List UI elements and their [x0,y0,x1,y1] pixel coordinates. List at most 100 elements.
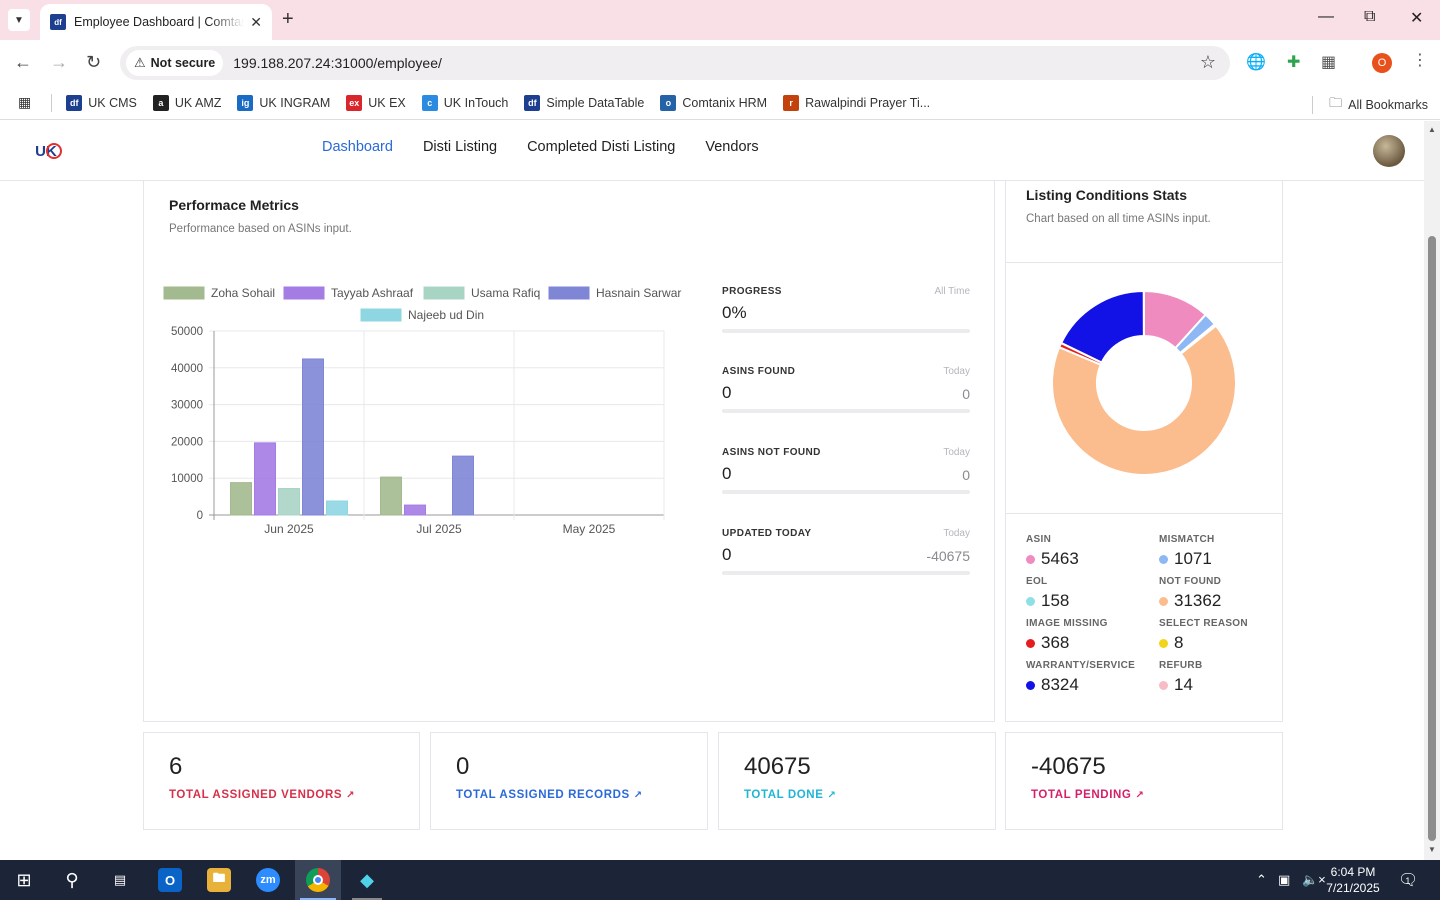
bar[interactable] [230,482,252,516]
donut-slice[interactable] [1051,324,1237,476]
legend-dot [1159,554,1168,564]
bookmark-item[interactable]: df UK CMS [66,94,137,111]
bookmark-item[interactable]: c UK InTouch [421,94,508,111]
bookmark-item[interactable]: o Comtanix HRM [660,94,767,111]
tray-chevron-up-icon[interactable]: ⌃ [1256,872,1267,887]
forward-arrow-icon[interactable]: → [50,52,68,72]
legend-label[interactable]: Tayyab Ashraaf [331,286,414,300]
notifications-icon[interactable]: 🗨1 [1398,872,1419,889]
legend-swatch[interactable] [163,286,205,300]
volume-muted-icon[interactable]: 🔈× [1302,872,1326,887]
nav-dashboard[interactable]: Dashboard [322,139,393,155]
site-security-chip[interactable]: ⚠ Not secure [126,50,224,76]
zoom-icon[interactable]: zm [256,868,280,892]
listing-donut-panel [1005,262,1283,514]
task-view-icon[interactable]: ▤ [113,872,127,887]
legend-label[interactable]: Hasnain Sarwar [596,286,681,300]
extension-plus-icon[interactable]: ✚ [1287,54,1301,71]
restore-window-icon[interactable]: ⧉ [1364,8,1376,25]
network-icon[interactable]: ▣ [1278,872,1291,887]
main-menu: Dashboard Disti Listing Completed Disti … [322,139,759,155]
scroll-down-arrow-icon[interactable]: ▼ [1428,845,1436,854]
search-icon[interactable]: ⚲ [65,869,79,890]
user-avatar[interactable] [1373,135,1405,167]
bookmark-item[interactable]: df Simple DataTable [524,94,644,111]
bookmark-item[interactable]: ex UK EX [346,94,406,111]
bar[interactable] [380,476,402,516]
bookmark-item[interactable]: a UK AMZ [152,94,221,111]
app-diamond-icon[interactable]: ◆ [360,869,374,890]
legend-label[interactable]: Zoha Sohail [211,286,275,300]
bookmark-item[interactable]: r Rawalpindi Prayer Ti... [783,94,930,111]
legend-label[interactable]: Najeeb ud Din [408,308,484,322]
total-link[interactable]: TOTAL PENDING ↗ [1031,789,1257,801]
metric-label: UPDATED TODAY [722,528,812,539]
extensions-puzzle-icon[interactable]: ▦ [1321,54,1337,71]
nav-disti-listing[interactable]: Disti Listing [422,139,498,155]
profile-avatar-button[interactable]: O [1372,53,1392,73]
legend-swatch[interactable] [283,286,325,300]
tab-favicon-icon: df [50,14,66,30]
company-logo[interactable]: UK [32,137,62,165]
outlook-icon[interactable]: O [158,868,182,892]
total-value: 40675 [744,753,811,780]
bookmark-item[interactable]: ig UK INGRAM [237,94,330,111]
bookmark-favicon-icon: df [524,94,541,111]
tab-search-button[interactable]: ▼ [8,9,30,31]
bookmark-star-icon[interactable]: ☆ [1199,52,1216,72]
scroll-up-arrow-icon[interactable]: ▲ [1428,125,1436,134]
legend-label[interactable]: Usama Rafiq [471,286,540,300]
all-bookmarks-button[interactable]: 🗀 All Bookmarks [1312,94,1428,116]
y-tick-label: 10000 [171,473,203,485]
total-link[interactable]: TOTAL ASSIGNED VENDORS ↗ [169,789,394,801]
apps-grid-icon[interactable]: ▦ [18,94,32,110]
legend-swatch[interactable] [360,308,402,322]
stat-value-row: 31362 [1159,591,1289,611]
file-explorer-icon[interactable]: 🖿 [207,868,231,892]
chrome-icon[interactable] [306,868,330,892]
windows-start-icon[interactable]: ⊞ [16,869,32,890]
bar[interactable] [404,504,426,516]
chrome-running-indicator [300,898,336,900]
stat-value: 5463 [1041,549,1079,568]
new-tab-button[interactable]: + [282,8,294,30]
logo-ring-shape [46,143,62,159]
scrollbar-thumb[interactable] [1428,236,1436,841]
legend-swatch[interactable] [423,286,465,300]
address-bar[interactable]: ⚠ Not secure 199.188.207.24:31000/employ… [120,46,1230,80]
notification-count: 1 [1405,876,1411,886]
stat-label: REFURB [1159,660,1203,671]
total-link[interactable]: TOTAL ASSIGNED RECORDS ↗ [456,789,682,801]
back-arrow-icon[interactable]: ← [14,52,32,72]
legend-dot [1026,596,1035,606]
bar[interactable] [452,455,474,516]
legend-swatch[interactable] [548,286,590,300]
minimize-window-icon[interactable]: — [1318,8,1334,25]
bar[interactable] [326,500,348,516]
x-tick-label: Jun 2025 [264,522,314,536]
close-tab-icon[interactable]: ✕ [250,13,262,30]
close-window-icon[interactable]: ✕ [1410,10,1424,27]
browser-menu-kebab-icon[interactable]: ⋮ [1412,52,1428,69]
stat-value: 8324 [1041,675,1079,694]
legend-dot [1159,680,1168,690]
total-card: 6 TOTAL ASSIGNED VENDORS ↗ [143,732,420,830]
reload-icon[interactable]: ↻ [86,52,102,72]
stat-label: WARRANTY/SERVICE [1026,660,1136,671]
nav-vendors[interactable]: Vendors [705,139,759,155]
browser-tab-active[interactable]: df Employee Dashboard | Comtanix ✕ [40,4,272,40]
bookmark-favicon-icon: r [783,94,800,111]
bar[interactable] [254,442,276,516]
url-text[interactable]: 199.188.207.24:31000/employee/ [233,55,442,71]
x-tick-label: Jul 2025 [416,522,462,536]
metric-updated-today: UPDATED TODAY Today 0 -40675 [722,528,970,575]
warning-triangle-icon: ⚠ [134,55,146,70]
taskbar-clock[interactable]: 6:04 PM 7/21/2025 [1318,864,1388,896]
all-bookmarks-label: All Bookmarks [1348,98,1428,112]
bar[interactable] [302,358,324,516]
translate-globe-icon[interactable]: 🌐 [1246,54,1266,71]
bar[interactable] [278,488,300,516]
page-scrollbar[interactable]: ▲ ▼ [1424,121,1440,860]
total-link[interactable]: TOTAL DONE ↗ [744,789,970,801]
nav-completed-disti-listing[interactable]: Completed Disti Listing [527,139,676,155]
